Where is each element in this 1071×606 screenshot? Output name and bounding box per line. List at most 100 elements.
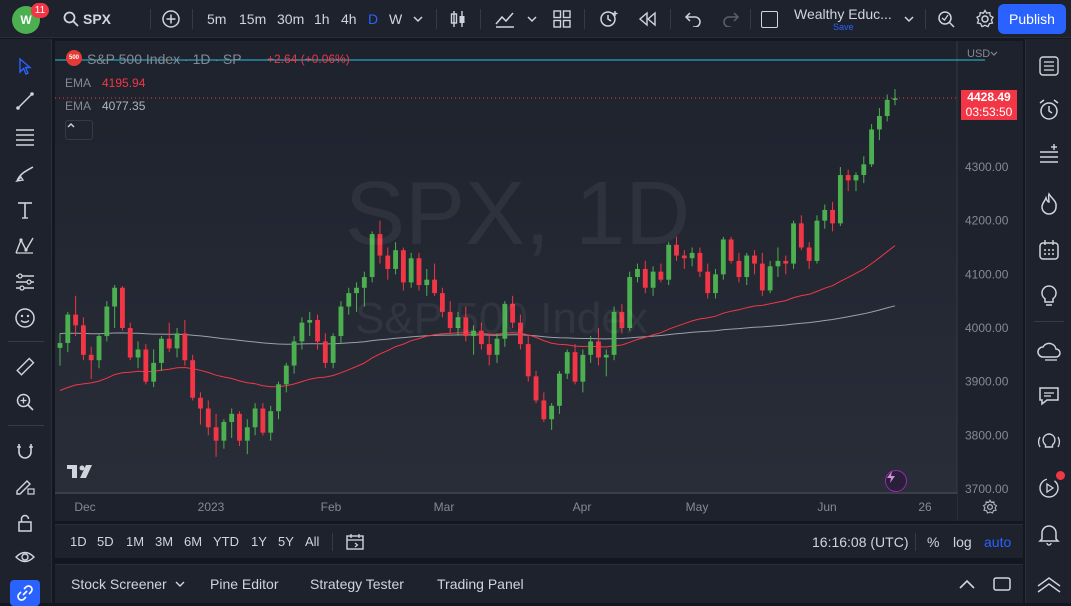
candle-body xyxy=(486,344,492,355)
range-6m[interactable]: 6M xyxy=(184,534,203,549)
messages-button[interactable] xyxy=(1034,381,1064,411)
tab-pine-editor[interactable]: Pine Editor xyxy=(210,576,279,592)
zoom-in-tool[interactable] xyxy=(10,387,40,417)
candle-body xyxy=(190,360,196,398)
chart-pane[interactable]: 3700.00 3800.00 3900.00 4000.00 4100.00 4200.… xyxy=(55,41,1023,521)
chart-settings-gear-icon[interactable] xyxy=(982,499,998,515)
lightning-event-button[interactable] xyxy=(885,470,907,492)
legend-title[interactable]: S&P 500 Index · 1D · SP xyxy=(87,51,242,67)
interval-5m[interactable]: 5m xyxy=(207,11,227,27)
candle-body xyxy=(166,338,172,349)
price-chart[interactable]: 3700.00 3800.00 3900.00 4000.00 4100.00 4200.… xyxy=(55,41,1023,521)
interval-d-active[interactable]: D xyxy=(368,11,379,27)
interval-w[interactable]: W xyxy=(389,11,403,27)
maximize-panel-icon[interactable] xyxy=(992,576,1012,592)
cloud-chat-icon xyxy=(1037,342,1061,361)
publish-button[interactable]: Publish xyxy=(998,4,1066,34)
percent-scale-toggle[interactable]: % xyxy=(927,534,940,550)
layout-name[interactable]: Wealthy Educ... xyxy=(794,6,892,22)
candle-body xyxy=(525,344,531,377)
tab-trading-panel[interactable]: Trading Panel xyxy=(437,576,524,592)
templates-grid-icon[interactable] xyxy=(553,10,571,28)
stay-in-drawing-mode-tool[interactable] xyxy=(10,471,40,501)
brush-tool[interactable] xyxy=(10,159,40,189)
live-broadcast-button[interactable] xyxy=(1034,473,1064,503)
layout-save-label[interactable]: Save xyxy=(833,22,854,32)
candle-body xyxy=(650,271,656,288)
symbol-search[interactable]: SPX xyxy=(62,0,152,38)
link-tool[interactable] xyxy=(10,580,40,606)
candles-chart-type-icon[interactable] xyxy=(448,9,468,29)
range-1d[interactable]: 1D xyxy=(70,534,87,549)
time-tick-label: Apr xyxy=(573,500,592,514)
ideas-button[interactable] xyxy=(1034,281,1064,311)
watchlist-button[interactable] xyxy=(1034,51,1064,81)
streams-button[interactable] xyxy=(1034,427,1064,457)
settings-gear-icon[interactable] xyxy=(975,9,995,29)
currency-selector[interactable]: USD xyxy=(967,48,991,60)
bar-countdown: 03:53:50 xyxy=(965,105,1013,119)
candle-body xyxy=(580,354,586,382)
notifications-button[interactable] xyxy=(1034,519,1064,549)
ruler-tool[interactable] xyxy=(10,352,40,382)
range-1y[interactable]: 1Y xyxy=(251,534,267,549)
range-5y[interactable]: 5Y xyxy=(278,534,294,549)
text-tool[interactable] xyxy=(10,195,40,225)
candle-body xyxy=(759,263,765,291)
hide-drawings-tool[interactable] xyxy=(10,542,40,572)
candle-body xyxy=(596,341,601,358)
measure-lines-icon xyxy=(16,273,34,291)
more-panels-button[interactable] xyxy=(1034,569,1064,599)
ema-fast-label[interactable]: EMA xyxy=(65,76,92,90)
candle-body xyxy=(369,234,375,278)
time-tick-label: 2023 xyxy=(198,500,225,514)
range-all[interactable]: All xyxy=(305,534,320,549)
alert-clock-icon[interactable] xyxy=(598,9,620,29)
candle-body xyxy=(502,303,508,339)
interval-1h[interactable]: 1h xyxy=(314,11,330,27)
description-watermark: S&P 500 Index xyxy=(355,294,648,343)
tab-stock-screener[interactable]: Stock Screener xyxy=(71,576,167,592)
cursor-tool[interactable] xyxy=(10,51,40,81)
object-tree-button[interactable] xyxy=(1034,140,1064,170)
log-scale-toggle[interactable]: log xyxy=(953,534,972,550)
interval-4h[interactable]: 4h xyxy=(341,11,357,27)
auto-scale-toggle[interactable]: auto xyxy=(984,534,1012,550)
prediction-tool[interactable] xyxy=(10,267,40,297)
chevron-down-icon[interactable] xyxy=(412,14,424,24)
trend-line-tool[interactable] xyxy=(10,86,40,116)
lock-drawings-tool[interactable] xyxy=(10,508,40,538)
chats-button[interactable] xyxy=(1034,337,1064,367)
flame-icon xyxy=(1041,192,1057,215)
interval-15m[interactable]: 15m xyxy=(239,11,267,27)
compare-add-symbol-button[interactable] xyxy=(161,9,181,29)
tab-strategy-tester[interactable]: Strategy Tester xyxy=(310,576,404,592)
fib-retracement-tool[interactable] xyxy=(10,122,40,152)
replay-icon[interactable] xyxy=(638,11,658,27)
undo-icon[interactable] xyxy=(684,11,702,27)
alerts-button[interactable] xyxy=(1034,95,1064,125)
interval-30m[interactable]: 30m xyxy=(277,11,305,27)
range-ytd[interactable]: YTD xyxy=(213,534,239,549)
calendar-button[interactable] xyxy=(1034,235,1064,265)
range-1m[interactable]: 1M xyxy=(126,534,145,549)
chevron-down-icon[interactable] xyxy=(903,14,915,24)
range-3m[interactable]: 3M xyxy=(155,534,174,549)
redo-icon[interactable] xyxy=(722,11,740,27)
utc-clock[interactable]: 16:16:08 (UTC) xyxy=(812,534,909,550)
quick-search-icon[interactable] xyxy=(936,9,956,29)
chevron-down-icon[interactable] xyxy=(175,580,185,588)
hotlists-button[interactable] xyxy=(1034,189,1064,219)
go-to-date-calendar-icon[interactable] xyxy=(345,532,365,552)
layout-checkbox[interactable] xyxy=(761,11,778,28)
range-5d[interactable]: 5D xyxy=(97,534,114,549)
chevron-down-icon[interactable] xyxy=(990,51,998,57)
pattern-tool[interactable] xyxy=(10,231,40,261)
chevron-up-icon[interactable] xyxy=(958,578,976,590)
chevron-down-icon[interactable] xyxy=(526,14,538,24)
magnet-tool[interactable] xyxy=(10,436,40,466)
ema-slow-label[interactable]: EMA xyxy=(65,99,92,113)
collapse-legend-button[interactable] xyxy=(65,120,93,140)
icons-tool[interactable] xyxy=(10,303,40,333)
indicators-icon[interactable] xyxy=(494,9,516,29)
